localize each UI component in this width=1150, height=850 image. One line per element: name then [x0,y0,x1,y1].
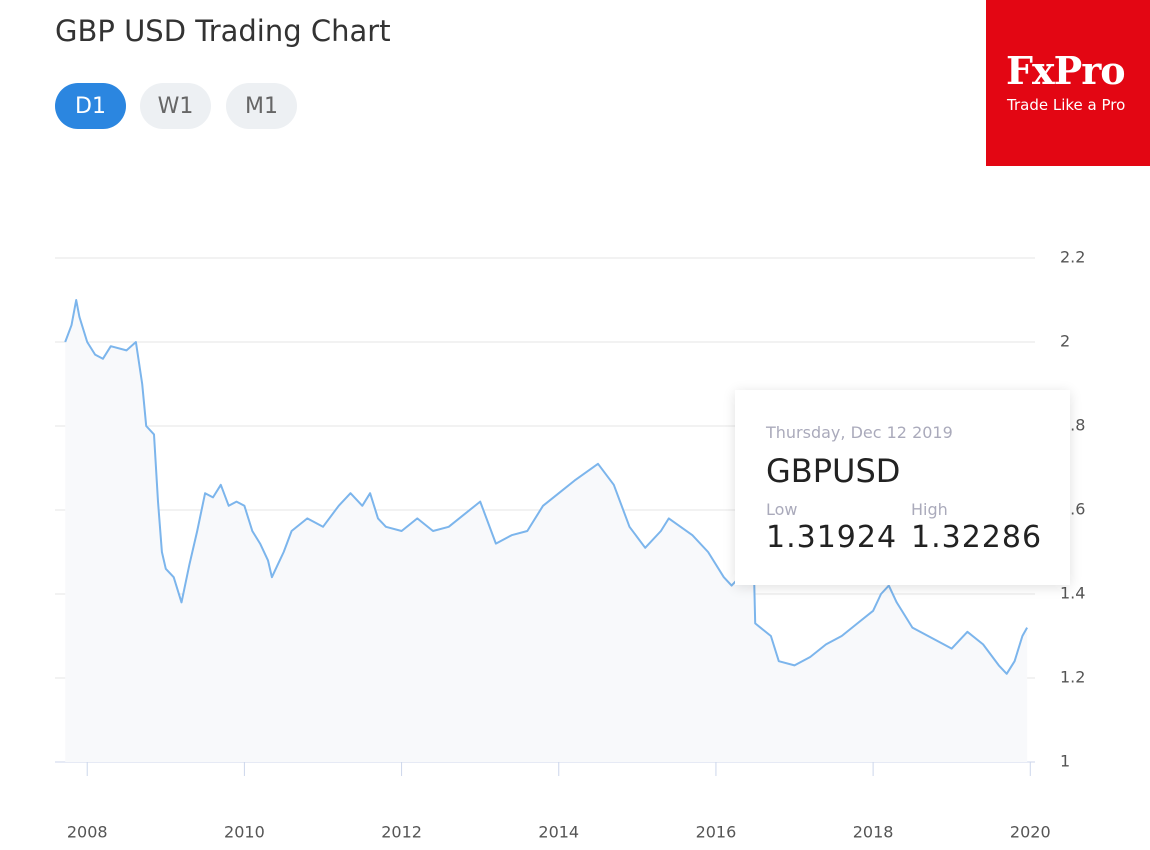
line [64,299,1028,675]
y-tick-label: 1.4 [1060,584,1085,603]
tooltip-label: Low [766,500,798,519]
x-tick-label: 2018 [853,823,894,842]
y-tick-label: 1.2 [1060,668,1085,687]
x-tick-label: 2014 [538,823,579,842]
x-tick-label: 2020 [1010,823,1051,842]
x-tick-label: 2012 [381,823,422,842]
tooltip-value: 1.32286 [911,520,1043,555]
y-tick-label: 2 [1060,332,1070,351]
logo-name: FxPro [1006,48,1126,93]
y-tick-label: 1 [1060,752,1070,771]
x-tick-label: 2008 [67,823,108,842]
area [65,300,1028,762]
y-tick-label: 2.2 [1060,248,1085,267]
tooltip-symbol: GBPUSD [766,452,901,490]
page-title: GBP USD Trading Chart [55,14,391,48]
tooltip-value: 1.31924 [766,520,898,555]
logo[interactable]: FxPro Trade Like a Pro [986,0,1150,166]
x-tick-label: 2010 [224,823,265,842]
tooltip-date: Thursday, Dec 12 2019 [766,423,953,442]
tooltip: Thursday, Dec 12 2019 GBPUSD Low High 1.… [735,390,1070,585]
logo-tagline: Trade Like a Pro [1007,96,1126,114]
timeframe-button[interactable]: W1 [140,83,211,129]
timeframe-button[interactable]: M1 [226,83,297,129]
x-tick-label: 2016 [696,823,737,842]
timeframe-button[interactable]: D1 [55,83,126,129]
tooltip-label: High [911,500,948,519]
